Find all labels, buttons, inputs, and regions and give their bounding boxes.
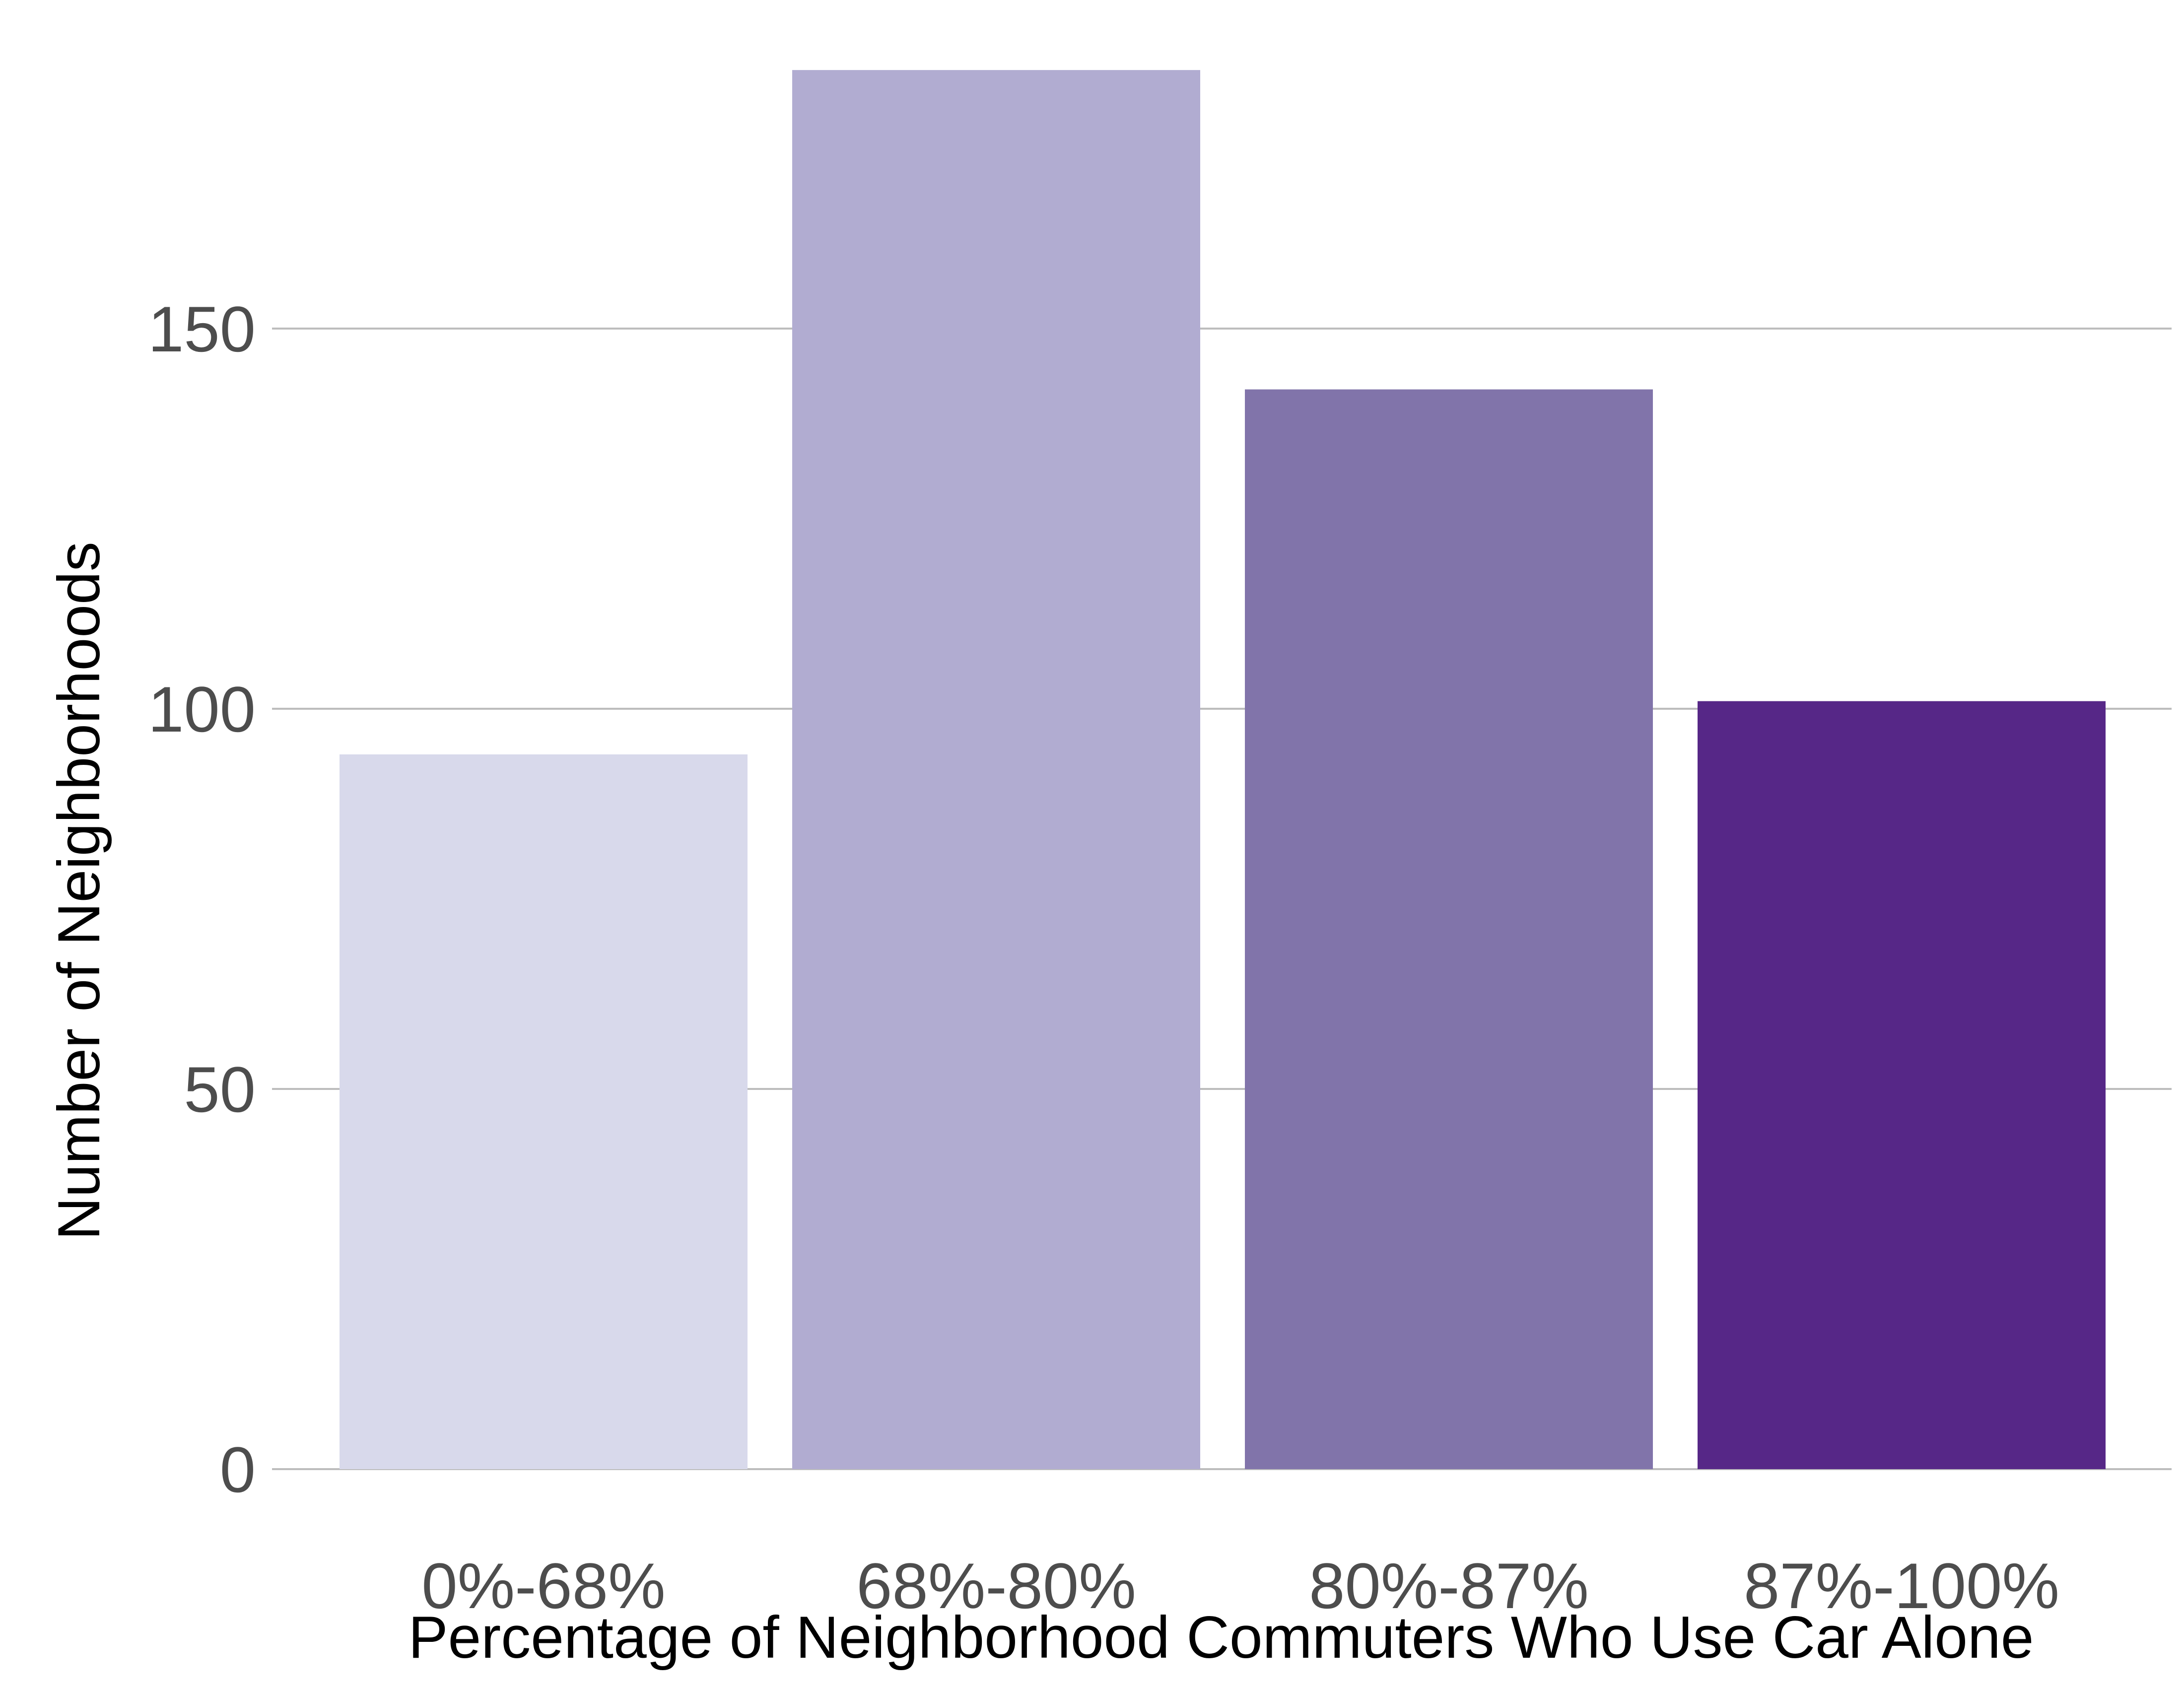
x-tick-label: 0%-68% xyxy=(421,1550,665,1622)
bar-1 xyxy=(340,754,748,1469)
x-tick-label: 87%-100% xyxy=(1744,1550,2059,1622)
x-tick-label: 68%-80% xyxy=(856,1550,1136,1622)
y-tick-label: 150 xyxy=(148,293,256,365)
bar-4 xyxy=(1698,701,2106,1469)
x-tick-labels: 0%-68% 68%-80% 80%-87% 87%-100% xyxy=(421,1550,2059,1622)
y-tick-label: 50 xyxy=(184,1053,256,1126)
bar-3 xyxy=(1245,389,1653,1469)
y-tick-labels: 0 50 100 150 xyxy=(148,293,256,1506)
y-tick-label: 100 xyxy=(148,673,256,745)
y-axis-title: Number of Neighborhoods xyxy=(46,541,112,1240)
y-tick-label: 0 xyxy=(220,1433,256,1506)
x-axis-title: Percentage of Neighborhood Commuters Who… xyxy=(408,1604,2034,1671)
bar-2 xyxy=(792,70,1200,1469)
x-tick-label: 80%-87% xyxy=(1309,1550,1589,1622)
bars xyxy=(340,70,2106,1469)
